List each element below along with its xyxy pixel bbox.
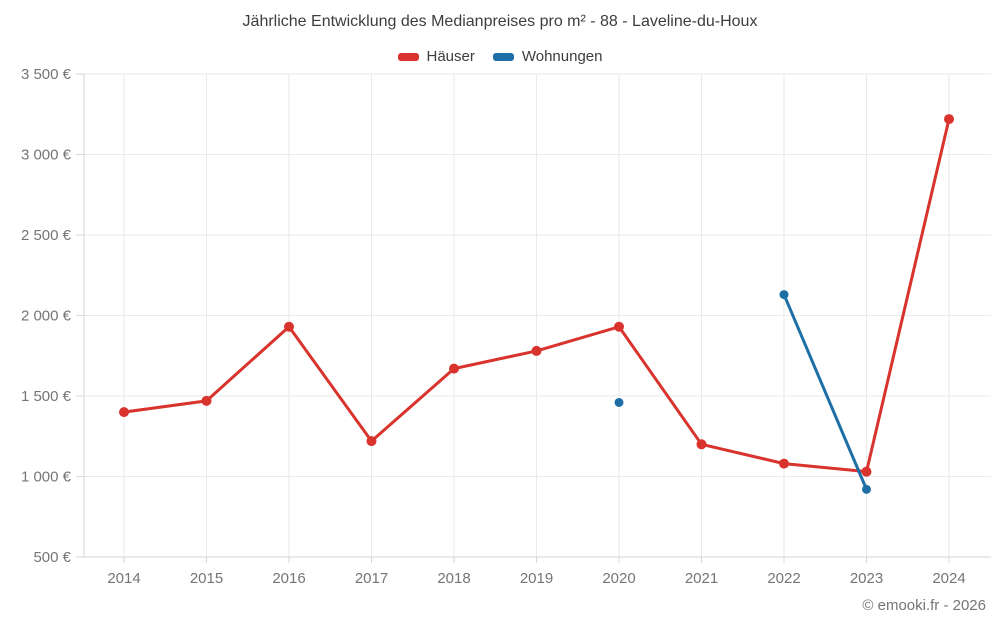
x-tick-label: 2016	[272, 570, 305, 587]
legend-item-haeuser[interactable]: Häuser	[397, 48, 475, 65]
x-tick-label: 2022	[767, 570, 800, 587]
x-tick-label: 2014	[107, 570, 140, 587]
x-tick-label: 2020	[602, 570, 635, 587]
chart-title: Jährliche Entwicklung des Medianpreises …	[242, 13, 758, 30]
x-tick-label: 2019	[520, 570, 553, 587]
x-tick-label: 2023	[850, 570, 883, 587]
copyright-footer: © emooki.fr - 2026	[862, 597, 986, 614]
data-point-wohnungen-2023[interactable]	[862, 484, 871, 494]
legend-swatch-wohnungen-icon	[492, 52, 514, 61]
y-tick-label: 2 000 €	[21, 308, 72, 325]
y-tick-label: 2 500 €	[21, 227, 72, 244]
data-point-haeuser-2018[interactable]	[449, 363, 459, 374]
legend-label-wohnungen: Wohnungen	[521, 48, 603, 65]
data-point-haeuser-2019[interactable]	[531, 345, 542, 356]
series-line-haeuser	[865, 117, 951, 474]
series-line-haeuser	[535, 325, 621, 353]
series-line-haeuser	[205, 325, 291, 403]
data-point-haeuser-2016[interactable]	[284, 321, 294, 332]
series-line-haeuser	[700, 442, 786, 466]
series-line-haeuser	[452, 349, 538, 371]
x-tick-label: 2017	[355, 570, 388, 587]
x-tick-label: 2015	[190, 570, 223, 587]
series-line-haeuser	[370, 367, 456, 443]
series-line-haeuser	[782, 462, 868, 474]
y-tick-label: 1 000 €	[21, 469, 72, 486]
series-line-haeuser	[617, 325, 703, 446]
data-point-haeuser-2014[interactable]	[119, 407, 129, 418]
x-tick-label: 2021	[685, 570, 718, 587]
y-tick-label: 500 €	[33, 549, 71, 566]
data-point-haeuser-2024[interactable]	[944, 114, 954, 125]
legend-label-haeuser: Häuser	[426, 48, 475, 65]
data-point-haeuser-2022[interactable]	[779, 458, 789, 469]
data-point-wohnungen-2020[interactable]	[614, 397, 624, 407]
legend-item-wohnungen[interactable]: Wohnungen	[492, 48, 603, 65]
data-point-haeuser-2020[interactable]	[614, 321, 624, 332]
data-point-haeuser-2021[interactable]	[696, 439, 707, 450]
x-tick-label: 2018	[437, 570, 470, 587]
legend: Häuser Wohnungen	[0, 48, 1000, 65]
x-tick-label: 2024	[932, 570, 965, 587]
data-point-haeuser-2015[interactable]	[201, 395, 212, 406]
y-tick-label: 3 500 €	[21, 66, 72, 83]
series-line-wohnungen	[782, 293, 868, 491]
y-tick-label: 1 500 €	[21, 388, 72, 405]
data-point-haeuser-2017[interactable]	[366, 436, 377, 447]
series-line-haeuser	[287, 325, 373, 443]
data-point-haeuser-2023[interactable]	[861, 466, 872, 477]
legend-swatch-haeuser-icon	[397, 52, 419, 61]
y-tick-label: 3 000 €	[21, 147, 72, 164]
series-line-haeuser	[122, 399, 208, 414]
data-point-wohnungen-2022[interactable]	[779, 290, 789, 300]
